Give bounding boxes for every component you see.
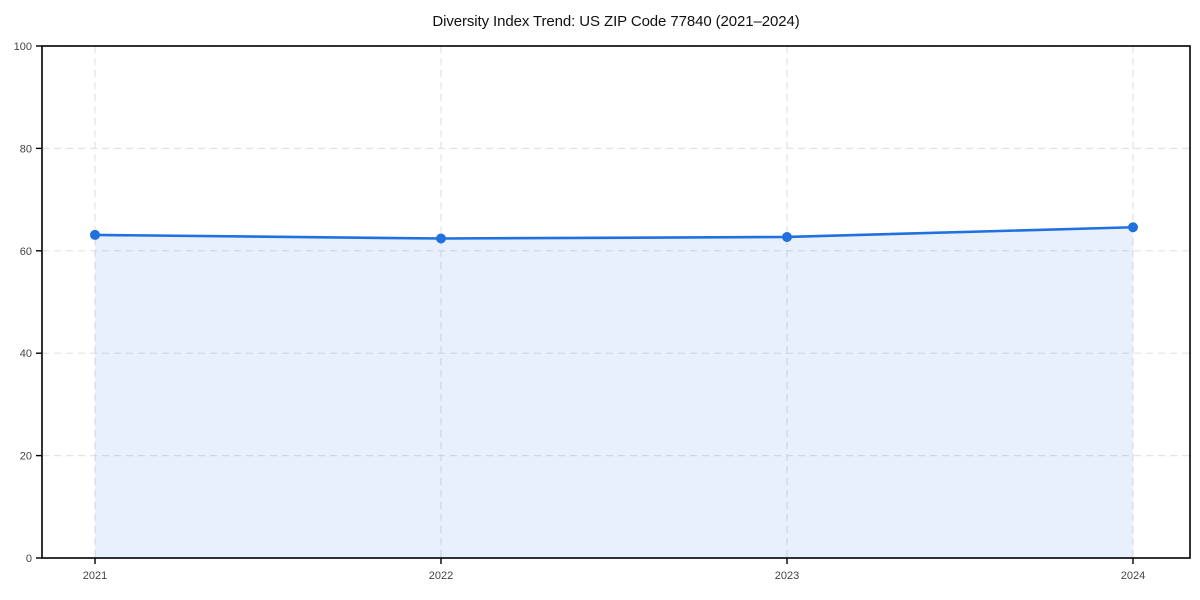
chart-title: Diversity Index Trend: US ZIP Code 77840… [432,13,800,30]
area-fill [95,227,1133,559]
x-tick-label: 2024 [1121,570,1145,582]
data-point-2023 [782,231,792,242]
y-tick-label: 100 [14,41,32,53]
y-tick-label: 20 [20,451,32,463]
y-tick-label: 0 [26,553,32,565]
axis-frame [41,45,1191,559]
y-tick-label: 80 [20,143,32,155]
x-tick-label: 2021 [83,570,107,582]
data-point-2022 [436,233,446,244]
y-tick-label: 40 [20,348,32,360]
trend-line [93,225,1135,240]
x-tick-label: 2022 [429,570,453,582]
data-point-2024 [1128,222,1138,233]
y-tick-label: 60 [20,246,32,258]
data-point-2021 [90,229,100,240]
x-tick-label: 2023 [775,570,799,582]
